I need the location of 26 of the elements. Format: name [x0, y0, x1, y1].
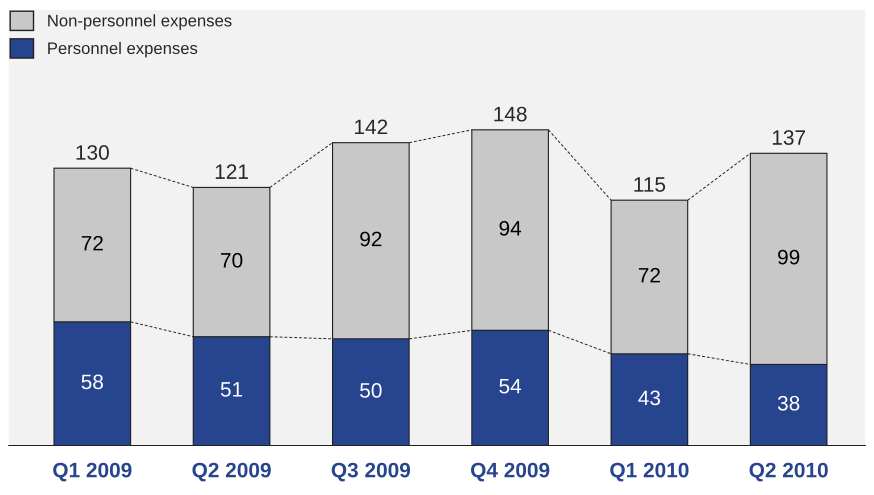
- data-label: 50: [360, 383, 382, 398]
- data-label: 70: [221, 252, 242, 268]
- data-label: 51: [220, 382, 242, 397]
- x-tick-label: Q2 2009: [192, 462, 271, 482]
- data-label: 38: [778, 396, 800, 411]
- data-label: 72: [638, 268, 660, 282]
- total-label: 115: [634, 177, 666, 192]
- x-tick-label: Q4 2009: [471, 462, 550, 482]
- data-label: 43: [638, 390, 660, 406]
- data-label: 92: [360, 232, 382, 246]
- x-tick-label: Q3 2009: [332, 462, 410, 482]
- total-label: 148: [494, 106, 527, 122]
- total-label: 121: [216, 164, 248, 179]
- data-label: 54: [499, 378, 522, 394]
- data-label: 72: [82, 236, 103, 250]
- total-label: 142: [355, 120, 388, 134]
- x-tick-label: Q1 2009: [53, 462, 132, 482]
- x-tick-label: Q1 2010: [610, 462, 688, 482]
- x-tick-label: Q2 2010: [750, 462, 828, 482]
- data-label: 58: [82, 374, 103, 390]
- legend-label: Non-personnel expenses: [48, 14, 232, 30]
- legend-label: Personnel expenses: [48, 42, 198, 58]
- total-label: 130: [76, 145, 109, 160]
- total-label: 137: [772, 130, 805, 145]
- data-label: 94: [500, 220, 522, 236]
- data-label: 99: [778, 250, 800, 264]
